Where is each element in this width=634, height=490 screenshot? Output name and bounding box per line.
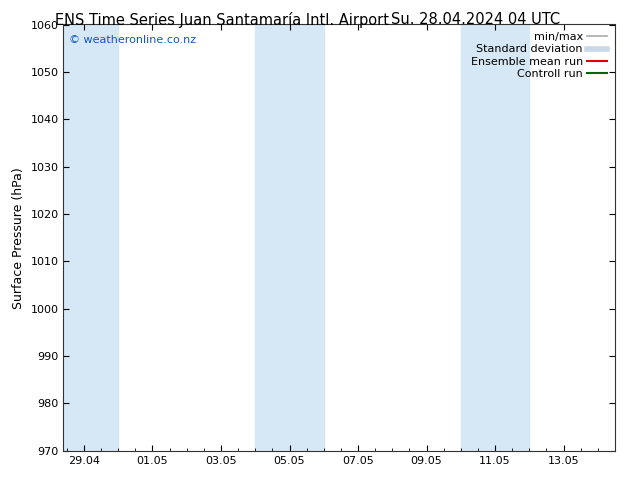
- Bar: [256, 24, 324, 451]
- Text: ENS Time Series Juan Santamaría Intl. Airport: ENS Time Series Juan Santamaría Intl. Ai…: [55, 12, 389, 28]
- Bar: [63, 24, 118, 451]
- Text: © weatheronline.co.nz: © weatheronline.co.nz: [69, 35, 196, 45]
- Bar: [461, 24, 529, 451]
- Y-axis label: Surface Pressure (hPa): Surface Pressure (hPa): [12, 167, 25, 309]
- Text: Su. 28.04.2024 04 UTC: Su. 28.04.2024 04 UTC: [391, 12, 560, 27]
- Legend: min/max, Standard deviation, Ensemble mean run, Controll run: min/max, Standard deviation, Ensemble me…: [469, 30, 609, 81]
